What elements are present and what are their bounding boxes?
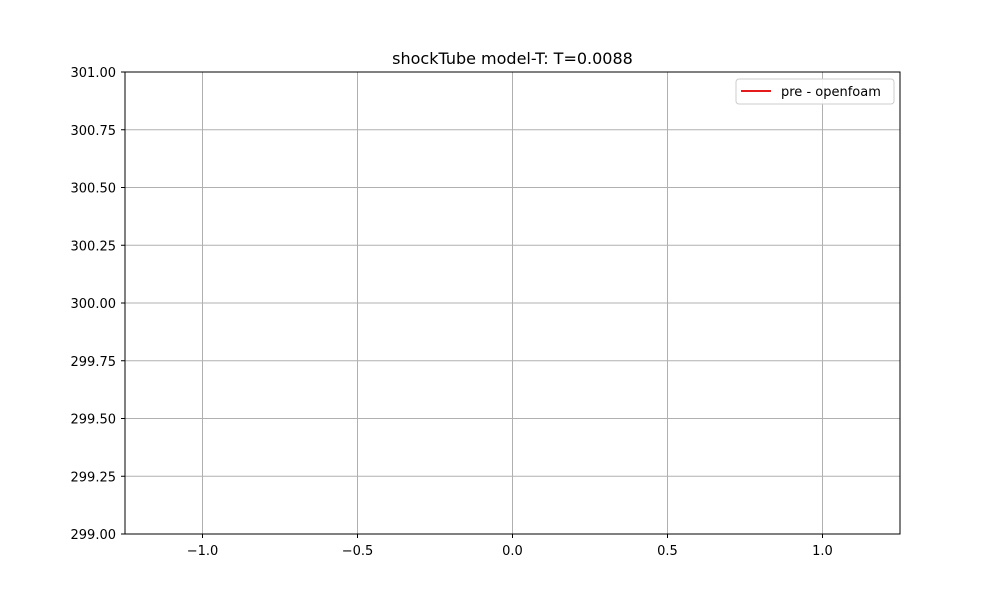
x-tick-label: 0.5: [657, 544, 678, 559]
y-tick-label: 300.25: [71, 239, 117, 254]
legend-label: pre - openfoam: [781, 85, 881, 100]
y-tick-label: 299.75: [71, 355, 117, 370]
y-tick-label: 300.00: [71, 297, 117, 312]
x-tick-label: −0.5: [342, 544, 374, 559]
y-tick-label: 301.00: [71, 66, 117, 81]
legend: pre - openfoam: [735, 78, 895, 105]
y-tick-label: 299.00: [71, 528, 117, 543]
chart-title: shockTube model-T: T=0.0088: [392, 49, 633, 68]
y-tick-label: 299.25: [71, 470, 117, 485]
legend-box: [735, 78, 895, 105]
x-tick-label: 0.0: [502, 544, 523, 559]
y-tick-label: 300.50: [71, 182, 117, 197]
y-tick-label: 300.75: [71, 124, 117, 139]
x-tick-label: −1.0: [187, 544, 219, 559]
y-tick-label: 299.50: [71, 413, 117, 428]
x-tick-label: 1.0: [812, 544, 833, 559]
tick-layer: −1.0 −0.5 0.0 0.5 1.0 299.00 299.25 299.50 299.7…: [71, 66, 833, 559]
